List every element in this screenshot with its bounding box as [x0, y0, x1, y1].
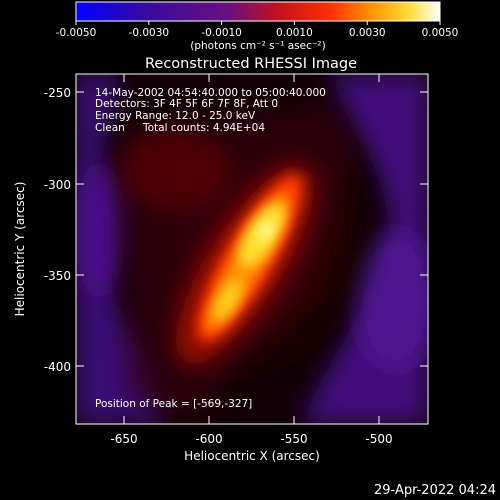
flare-image	[76, 74, 428, 424]
colorbar-tick-3: 0.0010	[276, 27, 313, 39]
x-axis-ticks	[123, 74, 380, 424]
y-tick-label-0: -250	[44, 86, 71, 100]
info-total-counts: Total counts: 4.94E+04	[142, 122, 265, 134]
y-tick-label-2: -350	[44, 269, 71, 283]
info-energy-range: Energy Range: 12.0 - 25.0 keV	[95, 110, 256, 122]
x-axis-label: Heliocentric X (arcsec)	[184, 449, 320, 463]
colorbar-tick-1: -0.0030	[129, 27, 170, 39]
info-clean: Clean	[95, 122, 125, 134]
image-title: Reconstructed RHESSI Image	[145, 56, 357, 72]
colorbar-tick-0: -0.0050	[56, 27, 97, 39]
plot-frame	[75, 73, 429, 425]
info-detectors: Detectors: 3F 4F 5F 6F 7F 8F, Att 0	[95, 98, 278, 110]
y-axis-ticks	[76, 91, 428, 367]
x-tick-label-0: -650	[110, 432, 137, 446]
peak-position: Position of Peak = [-569,-327]	[95, 398, 252, 410]
y-axis-label: Heliocentric Y (arcsec)	[13, 182, 27, 317]
x-tick-label-2: -550	[280, 432, 307, 446]
colorbar-tick-4: 0.0030	[349, 27, 386, 39]
colorbar: -0.0050 -0.0030 -0.0010 0.0010 0.0030 0.…	[56, 1, 459, 52]
info-time-range: 14-May-2002 04:54:40.000 to 05:00:40.000	[95, 87, 326, 99]
y-tick-label-3: -400	[44, 360, 71, 374]
footer-date: 29-Apr-2022 04:24	[374, 483, 496, 498]
x-tick-label-1: -600	[195, 432, 222, 446]
y-tick-label-1: -300	[44, 178, 71, 192]
colorbar-units: (photons cm⁻² s⁻¹ asec⁻²)	[190, 40, 325, 52]
colorbar-tick-5: 0.0050	[422, 27, 459, 39]
x-tick-label-3: -500	[365, 432, 392, 446]
colorbar-tick-2: -0.0010	[201, 27, 242, 39]
